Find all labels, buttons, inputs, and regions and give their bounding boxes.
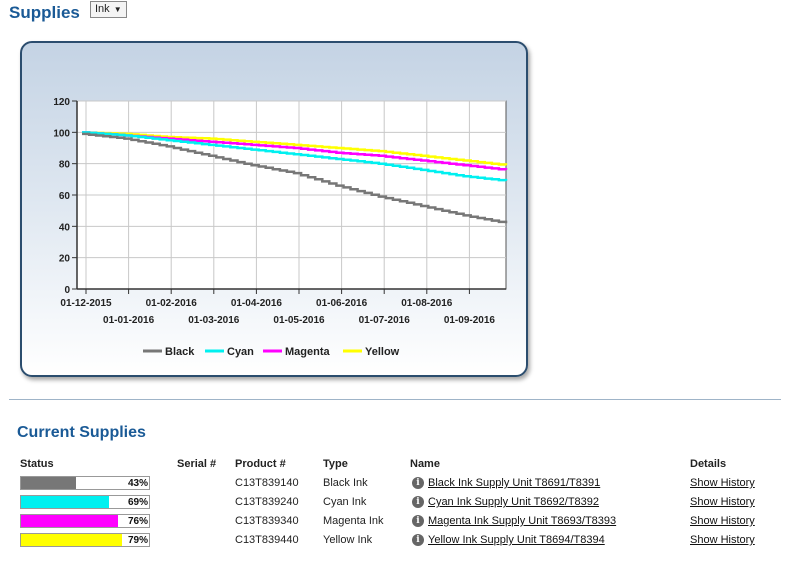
x-tick-label: 01-03-2016	[188, 315, 240, 326]
table-row: 79% C13T839440 Yellow Ink i Yellow Ink Suppl…	[0, 531, 800, 550]
product-number: C13T839340	[235, 515, 299, 527]
x-tick-label: 01-07-2016	[359, 315, 411, 326]
y-tick-label: 20	[59, 254, 71, 265]
level-bar: 69%	[20, 495, 150, 509]
level-bar: 76%	[20, 514, 150, 528]
supply-type-select[interactable]: Ink ▼	[90, 1, 127, 18]
supply-name-link[interactable]: Yellow Ink Supply Unit T8694/T8394	[428, 534, 605, 546]
product-number: C13T839440	[235, 534, 299, 546]
x-tick-label: 01-02-2016	[146, 298, 198, 309]
legend-label: Yellow	[365, 346, 400, 358]
y-tick-label: 80	[59, 160, 71, 171]
product-number: C13T839240	[235, 496, 299, 508]
show-history-link[interactable]: Show History	[690, 515, 755, 527]
info-icon[interactable]: i	[412, 477, 424, 489]
y-tick-label: 120	[53, 97, 70, 108]
current-supplies-title: Current Supplies	[17, 424, 146, 441]
y-tick-label: 40	[59, 222, 71, 233]
header-name: Name	[410, 458, 440, 470]
level-percent: 69%	[127, 497, 148, 508]
supply-name-link[interactable]: Magenta Ink Supply Unit T8693/T8393	[428, 515, 617, 527]
chart-panel: 0 20 40 60 80 100 120 01-12-2015 01-01-2016 01-02…	[20, 41, 528, 377]
supply-type: Magenta Ink	[323, 515, 384, 527]
show-history-link[interactable]: Show History	[690, 477, 755, 489]
show-history-link[interactable]: Show History	[690, 534, 755, 546]
x-tick-label: 01-01-2016	[103, 315, 155, 326]
header-serial: Serial #	[177, 458, 217, 470]
supply-name-link[interactable]: Cyan Ink Supply Unit T8692/T8392	[428, 496, 600, 508]
x-tick-label: 01-09-2016	[444, 315, 496, 326]
header-type: Type	[323, 458, 348, 470]
level-bar-fill	[21, 515, 119, 527]
y-tick-label: 100	[53, 128, 70, 139]
header-details: Details	[690, 458, 727, 470]
x-tick-label: 01-06-2016	[316, 298, 368, 309]
x-tick-label: 01-05-2016	[273, 315, 325, 326]
level-bar: 43%	[20, 476, 150, 490]
page-title: Supplies	[9, 3, 80, 22]
level-percent: 79%	[127, 535, 148, 546]
level-percent: 43%	[127, 478, 148, 489]
legend-label: Magenta	[285, 346, 331, 358]
supply-type: Cyan Ink	[323, 496, 367, 508]
table-row: 69% C13T839240 Cyan Ink i Cyan Ink Supply Un…	[0, 493, 800, 512]
legend-label: Cyan	[227, 346, 254, 358]
series-line-black	[82, 132, 508, 224]
header-status: Status	[20, 458, 54, 470]
info-icon[interactable]: i	[412, 534, 424, 546]
x-tick-label: 01-04-2016	[231, 298, 283, 309]
supply-type: Yellow Ink	[323, 534, 373, 546]
chevron-down-icon: ▼	[113, 5, 122, 14]
supply-name-link[interactable]: Black Ink Supply Unit T8691/T8391	[428, 477, 601, 489]
legend-label: Black	[165, 346, 195, 358]
info-icon[interactable]: i	[412, 496, 424, 508]
table-row: 43% C13T839140 Black Ink i Black Ink Supply …	[0, 474, 800, 493]
product-number: C13T839140	[235, 477, 299, 489]
ink-level-chart: 0 20 40 60 80 100 120 01-12-2015 01-01-2016 01-02…	[53, 97, 508, 358]
level-bar-fill	[21, 477, 77, 489]
info-icon[interactable]: i	[412, 515, 424, 527]
header-product: Product #	[235, 458, 286, 470]
supply-type: Black Ink	[323, 477, 368, 489]
x-tick-label: 01-08-2016	[401, 298, 453, 309]
x-tick-label: 01-12-2015	[60, 298, 112, 309]
section-divider	[9, 399, 781, 400]
y-tick-label: 0	[64, 285, 70, 296]
y-tick-label: 60	[59, 191, 71, 202]
level-bar-fill	[21, 534, 123, 546]
level-bar-fill	[21, 496, 110, 508]
supply-type-select-value: Ink	[95, 3, 110, 15]
series-line-cyan	[82, 131, 508, 182]
level-bar: 79%	[20, 533, 150, 547]
table-row: 76% C13T839340 Magenta Ink i Magenta Ink Sup…	[0, 512, 800, 531]
show-history-link[interactable]: Show History	[690, 496, 755, 508]
level-percent: 76%	[127, 516, 148, 527]
